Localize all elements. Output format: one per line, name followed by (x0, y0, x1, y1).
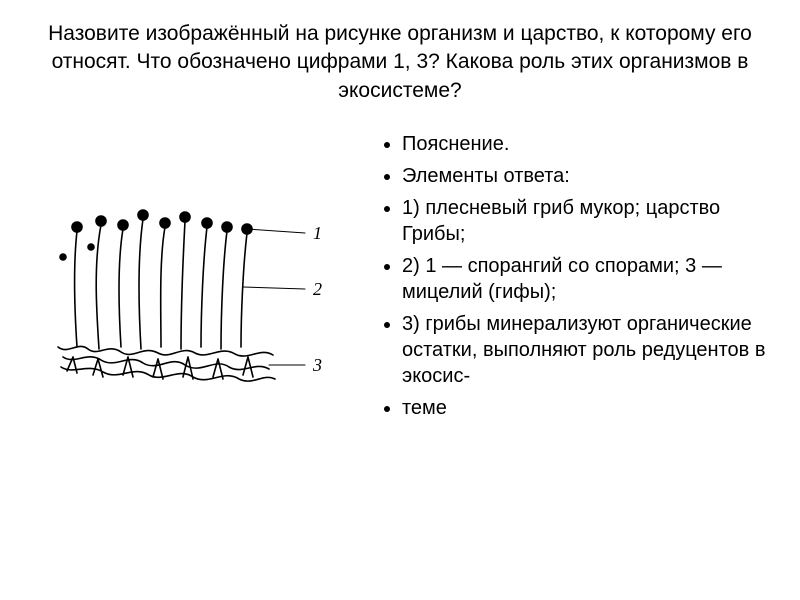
figure-label-3: 3 (312, 355, 322, 375)
list-item: Элементы ответа: (402, 163, 772, 189)
list-item: Пояснение. (402, 131, 772, 157)
sporangiophores (60, 210, 252, 349)
bullets-column: Пояснение. Элементы ответа: 1) плесневый… (380, 127, 772, 427)
figure-label-1: 1 (313, 223, 322, 243)
slide-title: Назовите изображённый на рисунке организ… (28, 20, 772, 105)
mold-diagram: 1 2 3 (43, 197, 353, 397)
list-item: 2) 1 — спорангий со спорами; 3 — мицелий… (402, 253, 772, 305)
figure-column: 1 2 3 (28, 127, 368, 397)
figure-label-2: 2 (313, 279, 322, 299)
mold-svg: 1 2 3 (43, 197, 353, 397)
bullet-list: Пояснение. Элементы ответа: 1) плесневый… (380, 131, 772, 421)
list-item: 3) грибы минерализуют органические остат… (402, 311, 772, 389)
leader-lines (243, 229, 305, 365)
mycelium (58, 346, 275, 381)
list-item: 1) плесневый гриб мукор; царство Грибы; (402, 195, 772, 247)
list-item: теме (402, 395, 772, 421)
content-row: 1 2 3 Пояснение. Элементы ответа: 1) пле… (28, 127, 772, 427)
